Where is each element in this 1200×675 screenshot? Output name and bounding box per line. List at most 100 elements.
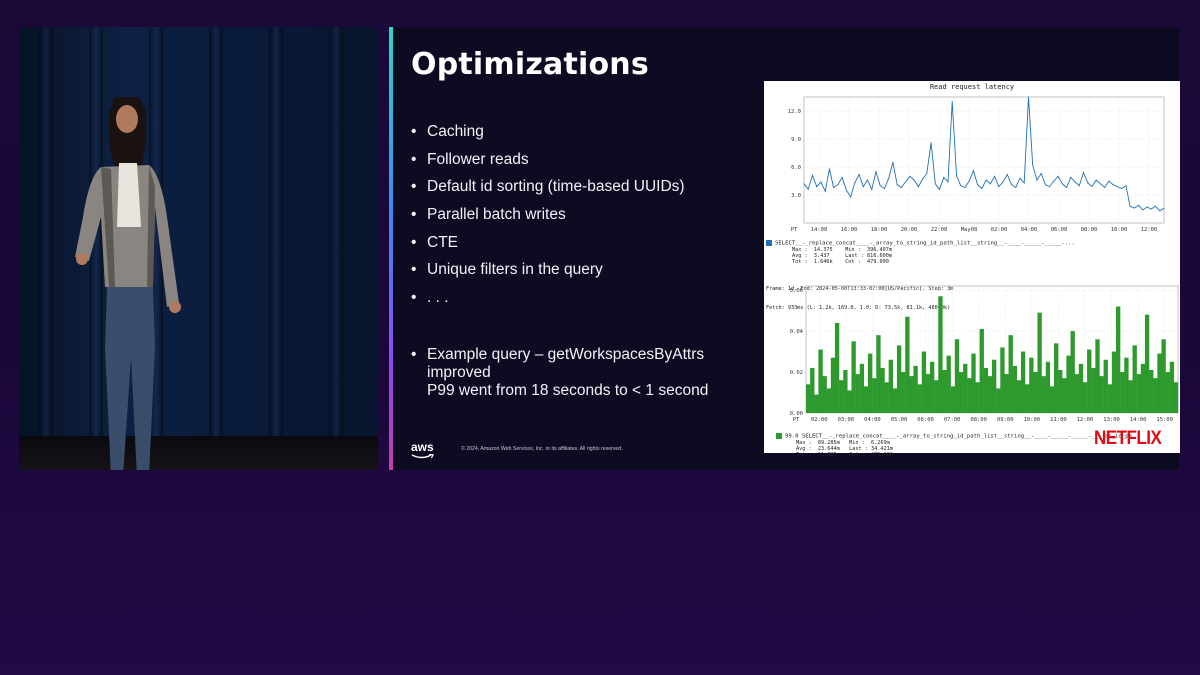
data-point [1040, 173, 1042, 175]
x-tick-label: 10:00 [1111, 227, 1128, 233]
data-point [934, 183, 936, 185]
data-point [807, 188, 809, 190]
data-point [964, 187, 966, 189]
area-bar [1033, 372, 1038, 413]
area-bar [1103, 359, 1108, 413]
data-point [824, 190, 826, 192]
area-bar [810, 367, 815, 413]
data-point [1112, 184, 1114, 186]
data-point [883, 187, 885, 189]
area-bar [938, 296, 943, 413]
x-tick-label: 20:00 [901, 227, 918, 233]
data-point [994, 175, 996, 177]
area-bar [1045, 361, 1051, 413]
area-bar [1000, 347, 1005, 413]
area-bar [1144, 314, 1150, 413]
data-point [968, 180, 970, 182]
data-point [811, 174, 813, 176]
data-point [951, 101, 953, 103]
data-point [1091, 186, 1093, 188]
data-point [1104, 187, 1106, 189]
data-point [854, 182, 856, 184]
data-point [960, 185, 962, 187]
area-bar [884, 382, 889, 413]
area-bar [1149, 369, 1154, 413]
data-point [939, 188, 941, 190]
data-point [1006, 173, 1008, 175]
x-tick-label: 16:00 [841, 227, 858, 233]
data-point [926, 173, 928, 175]
chart-legend: SELECT__-_replace_concat____-_array_to_s… [766, 240, 1075, 247]
speaker-figure [75, 97, 181, 470]
data-point [972, 170, 974, 172]
x-tick-label: 10:00 [1024, 417, 1041, 423]
data-point [862, 186, 864, 188]
data-point [888, 177, 890, 179]
area-bar [1099, 376, 1104, 413]
chart-title: Read request latency [929, 83, 1015, 91]
bullet-item: Follower reads [411, 151, 751, 179]
data-point [1078, 185, 1080, 187]
data-point [1163, 207, 1165, 209]
curtain-fold [89, 27, 103, 447]
area-bar [1029, 357, 1034, 413]
x-tick-label: 13:00 [1103, 417, 1120, 423]
data-point [998, 186, 1000, 188]
data-point [1133, 207, 1135, 209]
area-bar [1049, 386, 1055, 413]
data-point [1099, 183, 1101, 185]
data-point [1125, 185, 1127, 187]
area-bar [1132, 345, 1137, 413]
chart-stats: Max : 14.375 Min : 396.407m Avg : 3.437 … [792, 247, 892, 266]
area-bar [1157, 353, 1162, 413]
p99-latency-area-chart: 0.00 0.02 0.04 0.06 PT 02:00 03:00 04:00 05:00 06… [790, 285, 1179, 423]
x-tick-label: 11:00 [1050, 417, 1067, 423]
x-tick-label: 04:00 [864, 417, 881, 423]
data-point [1036, 179, 1038, 181]
data-point [1138, 204, 1140, 206]
data-point [943, 176, 945, 178]
area-bar [942, 369, 947, 413]
data-point [879, 185, 881, 187]
area-bar [1012, 365, 1017, 413]
area-bar [925, 374, 931, 413]
area-bar [1058, 369, 1063, 413]
legend-swatch [776, 433, 782, 439]
data-point [896, 184, 898, 186]
series-line [803, 96, 1165, 212]
area-bar [1087, 349, 1092, 413]
area-bar [863, 386, 869, 413]
data-point [989, 183, 991, 185]
area-bar [1082, 382, 1088, 413]
area-bar [1037, 312, 1042, 413]
area-bar [830, 357, 836, 413]
area-bar [1107, 384, 1113, 413]
data-point [1019, 177, 1021, 179]
area-bar [979, 329, 984, 413]
chart-stats: Max : 89.285m Min : 6.269m Avg : 23.644m… [796, 440, 893, 459]
area-bar [1111, 351, 1117, 413]
area-bar [987, 376, 993, 413]
x-tick-label: 02:00 [811, 417, 828, 423]
x-tick-label: 07:00 [944, 417, 961, 423]
curtain-fold [269, 27, 283, 447]
area-bar [888, 359, 893, 413]
data-point [1015, 187, 1017, 189]
area-bar [967, 378, 972, 413]
area-bar [1095, 339, 1100, 413]
example-line: improved [427, 364, 491, 381]
data-point [892, 161, 894, 163]
data-point [871, 188, 873, 190]
example-line: P99 went from 18 seconds to < 1 second [427, 382, 709, 399]
area-bar [901, 372, 906, 413]
area-bar [892, 388, 898, 413]
data-point [900, 187, 902, 189]
y-tick-label: 0.06 [790, 288, 803, 294]
area-bar [855, 374, 860, 413]
area-bar [1041, 376, 1046, 413]
data-point [1049, 186, 1051, 188]
data-point [1066, 187, 1068, 189]
area-bar [921, 351, 927, 413]
x-tick-label: 04:00 [1021, 227, 1038, 233]
data-point [1057, 175, 1059, 177]
